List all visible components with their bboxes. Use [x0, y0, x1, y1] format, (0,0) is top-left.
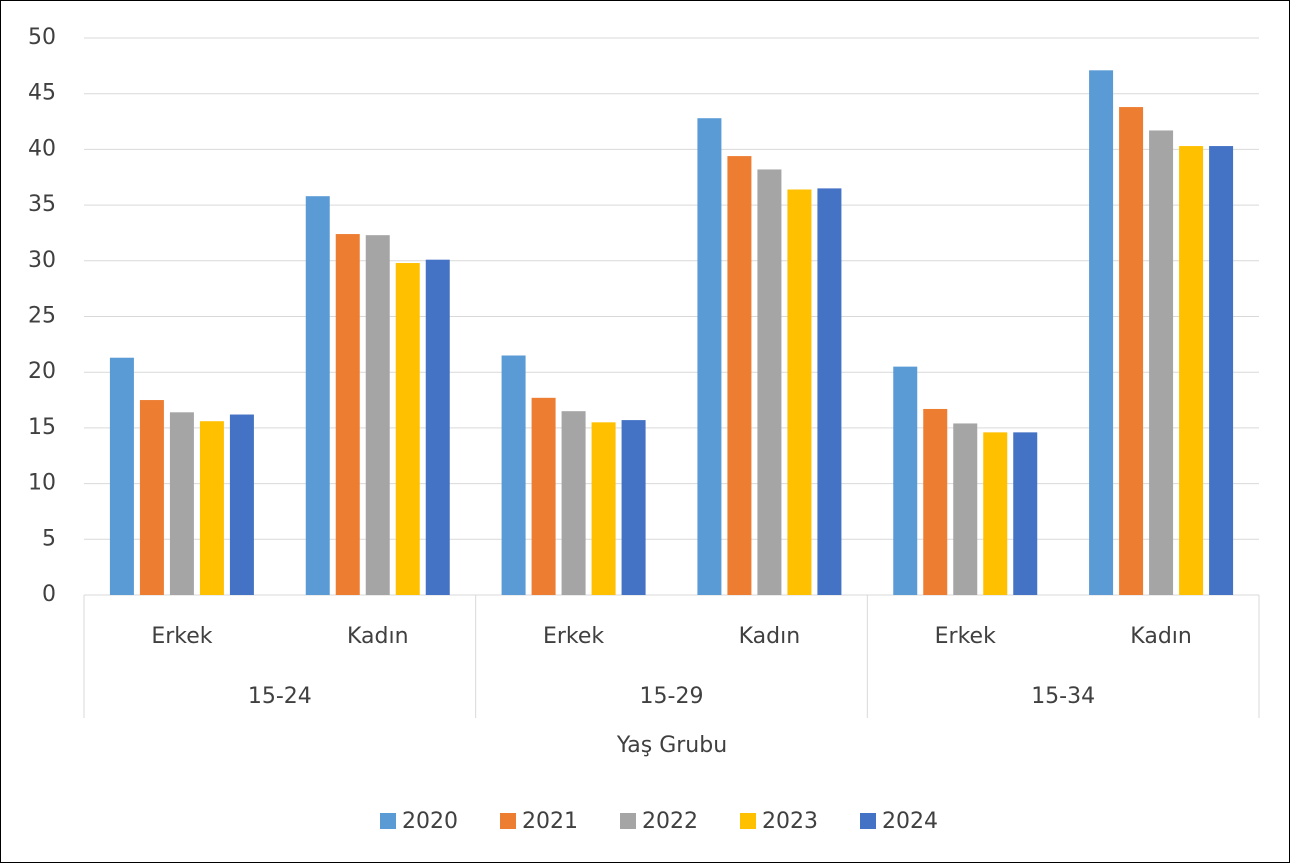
bar	[305, 196, 330, 596]
legend-label: 2021	[522, 809, 578, 834]
bar	[621, 420, 646, 595]
y-tick-label: 25	[28, 304, 56, 329]
bar	[109, 357, 134, 595]
legend-label: 2020	[402, 809, 458, 834]
y-tick-label: 10	[28, 471, 56, 496]
bar	[139, 400, 164, 595]
bar	[531, 397, 556, 595]
bar	[817, 188, 842, 595]
bar	[1149, 130, 1174, 595]
bar	[365, 235, 390, 596]
bar	[425, 259, 450, 595]
bar	[229, 414, 254, 595]
bar	[591, 422, 616, 595]
bar	[561, 411, 586, 595]
bar	[893, 366, 918, 595]
x-tick-label: Kadın	[1130, 624, 1192, 649]
y-tick-label: 20	[28, 359, 56, 384]
x-axis-title: Yaş Grubu	[616, 733, 727, 758]
bar	[199, 421, 224, 595]
bar	[697, 118, 722, 595]
bar	[953, 423, 978, 595]
bar	[501, 355, 526, 595]
y-tick-label: 40	[28, 136, 56, 161]
x-tick-label: Kadın	[739, 624, 801, 649]
x-tick-label: Erkek	[151, 624, 212, 649]
bar	[983, 432, 1008, 595]
bar	[757, 169, 782, 595]
y-tick-label: 15	[28, 415, 56, 440]
group-label: 15-34	[1031, 684, 1095, 709]
x-tick-label: Kadın	[347, 624, 409, 649]
group-label: 15-24	[248, 684, 312, 709]
legend-swatch	[860, 813, 876, 829]
y-tick-label: 50	[28, 25, 56, 50]
legend-label: 2024	[882, 809, 938, 834]
legend-label: 2022	[642, 809, 698, 834]
x-tick-label: Erkek	[935, 624, 996, 649]
bar	[169, 412, 194, 595]
y-tick-label: 35	[28, 192, 56, 217]
bar	[1119, 107, 1144, 596]
bar	[335, 234, 360, 595]
bar	[395, 263, 420, 595]
bar	[1179, 146, 1204, 596]
legend-swatch	[620, 813, 636, 829]
legend-swatch	[500, 813, 516, 829]
bar	[1209, 146, 1234, 596]
group-label: 15-29	[640, 684, 704, 709]
y-tick-label: 0	[42, 582, 56, 607]
y-tick-label: 30	[28, 248, 56, 273]
bar	[1013, 432, 1038, 595]
x-tick-label: Erkek	[543, 624, 604, 649]
legend-swatch	[380, 813, 396, 829]
bar	[727, 156, 752, 596]
y-tick-label: 45	[28, 81, 56, 106]
legend-swatch	[740, 813, 756, 829]
legend-label: 2023	[762, 809, 818, 834]
bar	[787, 189, 812, 595]
bar	[923, 408, 948, 595]
y-tick-label: 5	[42, 526, 56, 551]
bar	[1089, 70, 1114, 595]
